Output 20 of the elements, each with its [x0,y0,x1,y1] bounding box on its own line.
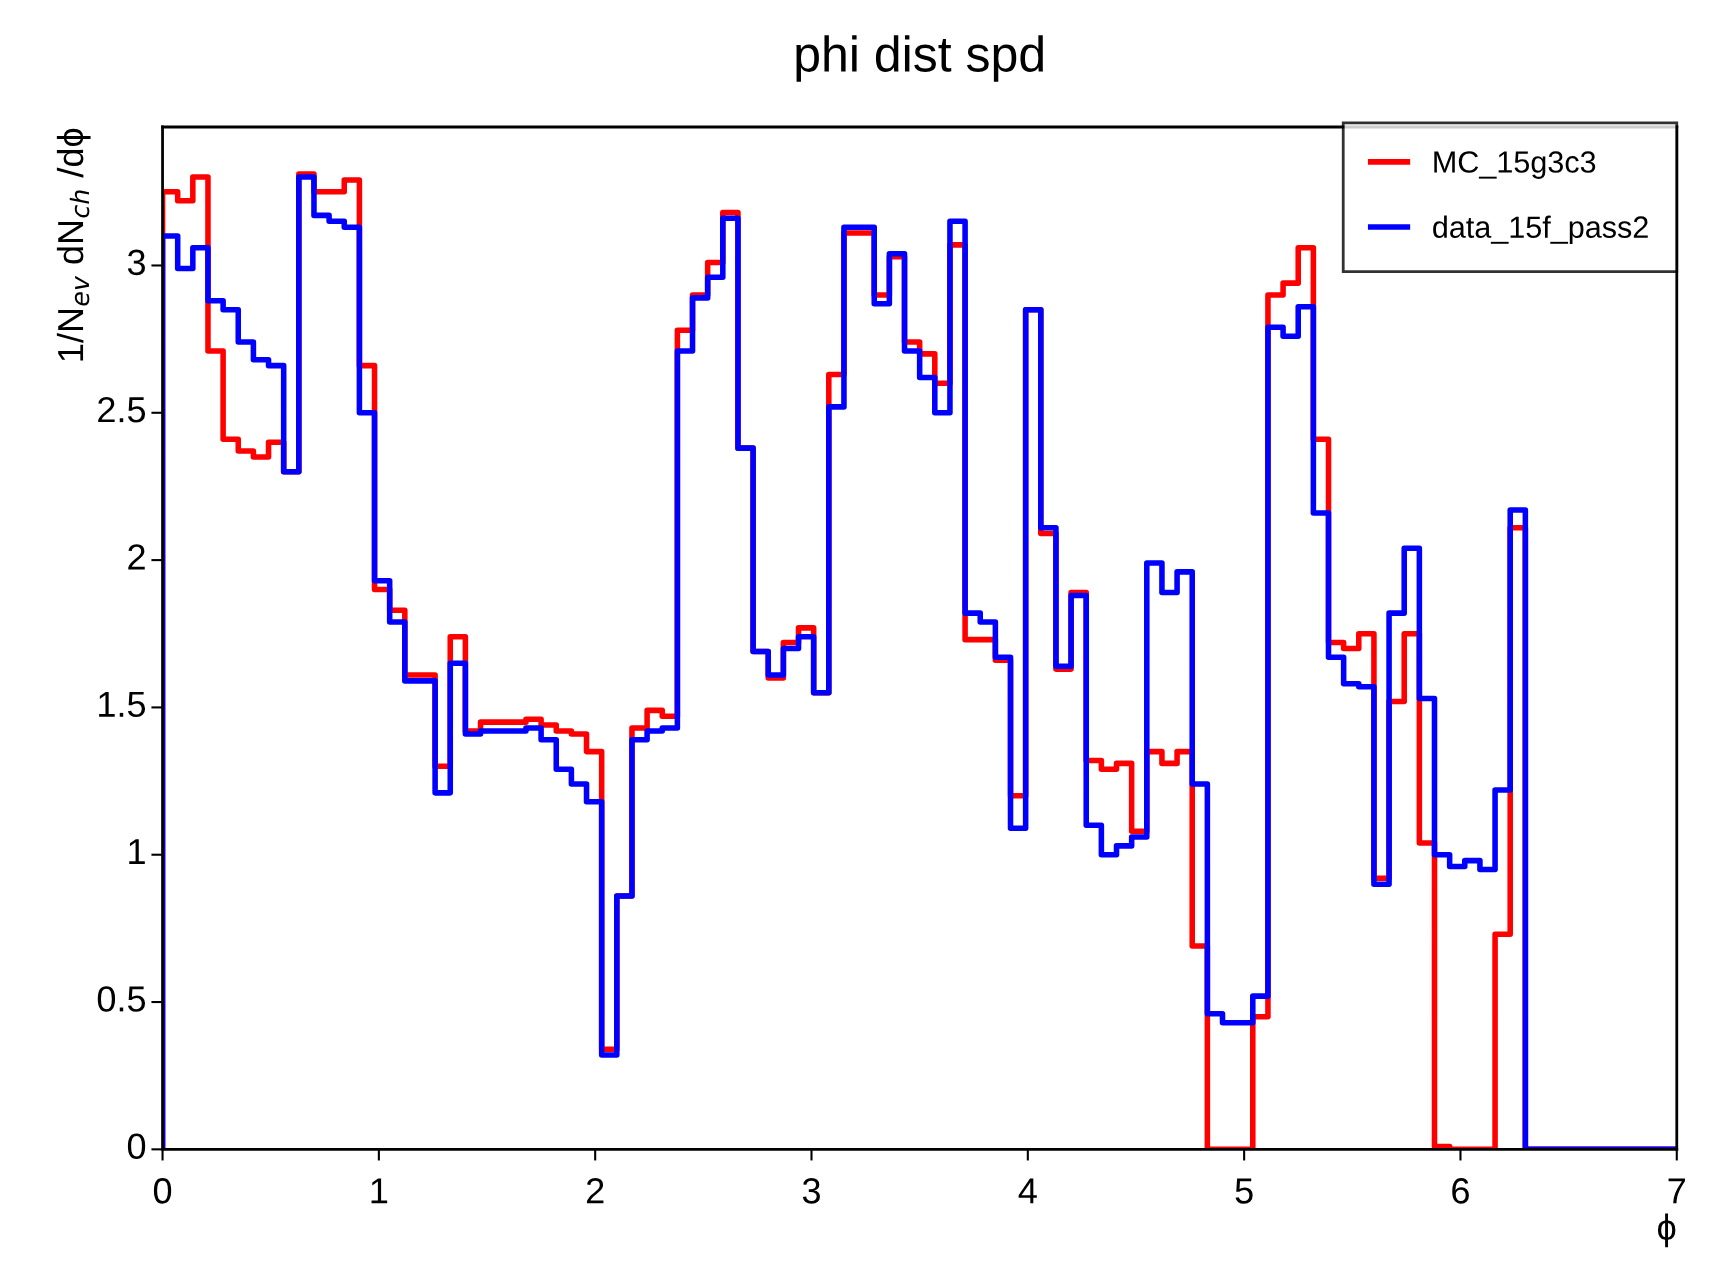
y-tick-label: 0.5 [97,986,146,1012]
y-tick-label: 1.5 [99,691,146,718]
x-axis-title: ϕ [1657,1213,1676,1248]
x-tick-label: 5 [1235,1178,1253,1204]
legend-label: data_15f_pass2 [1433,215,1648,245]
y-tick-label: 2.5 [98,396,146,423]
y-tick-label: 1 [129,839,145,865]
x-tick-label: 2 [586,1178,604,1204]
y-axis-title: 1/N$_{ev}$ dN$_{ch}$ /dϕ [56,128,91,361]
x-tick-label: 6 [1452,1178,1469,1204]
x-tick-label: 4 [1018,1178,1037,1204]
x-tick-label: 0 [153,1178,172,1204]
x-tick-label: 7 [1668,1178,1686,1204]
legend-label: MC_15g3c3 [1434,151,1596,179]
y-tick-label: 0 [127,1133,146,1160]
y-tick-label: 2 [128,544,145,570]
x-tick-label: 3 [802,1178,820,1204]
chart-title: phi dist spd [796,35,1043,82]
y-tick-label: 3 [127,249,145,276]
x-tick-label: 1 [371,1178,388,1204]
